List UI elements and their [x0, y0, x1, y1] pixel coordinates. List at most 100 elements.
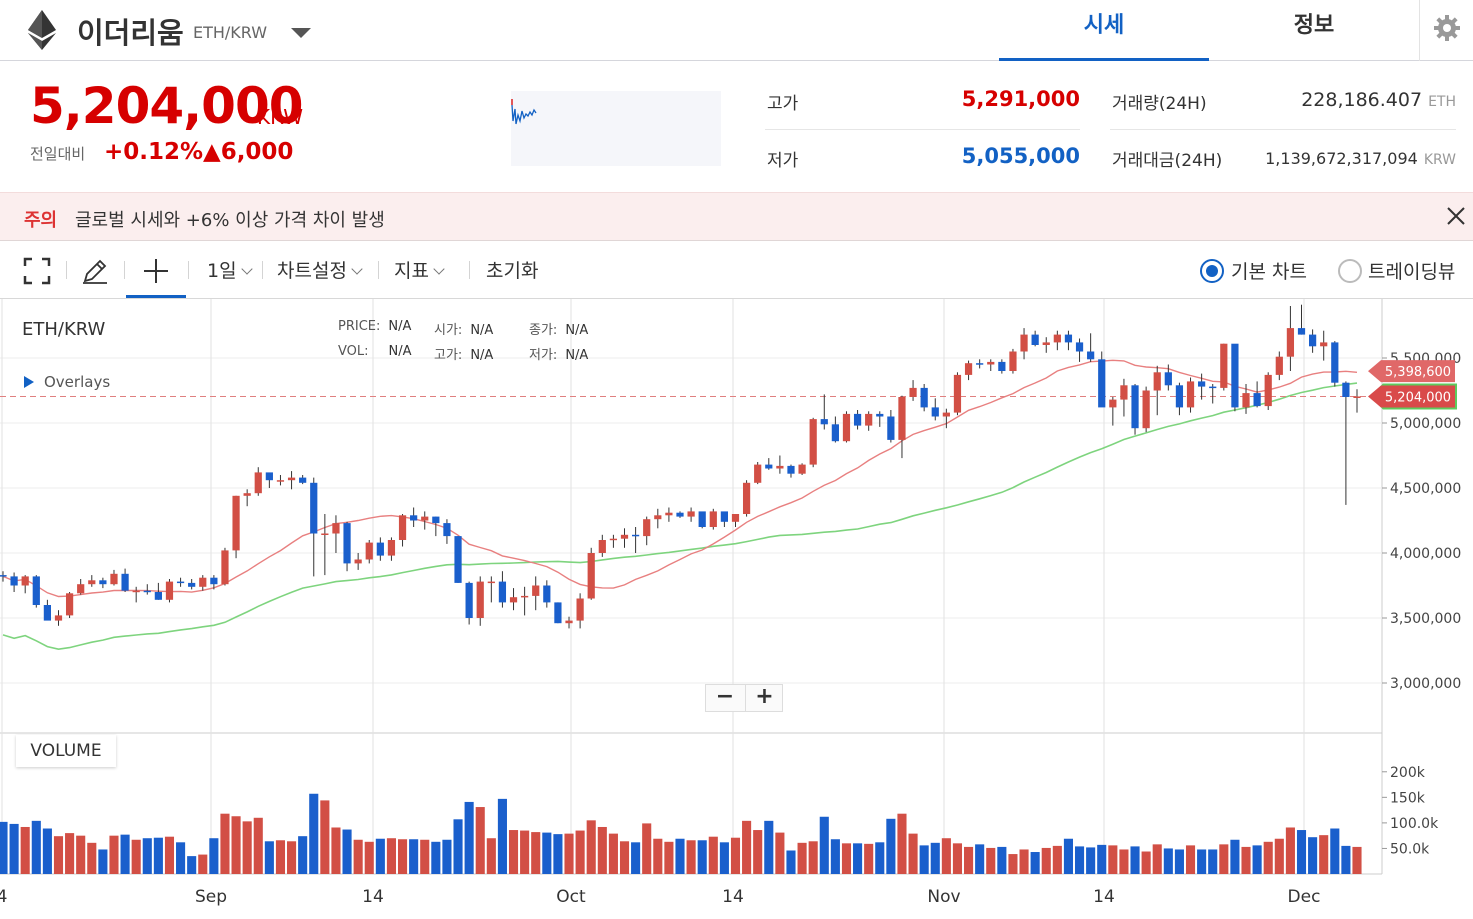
legend-high-label: 고가: — [434, 348, 463, 363]
fullscreen-icon[interactable] — [22, 256, 52, 286]
candle-body — [232, 495, 240, 551]
volume-bar — [564, 833, 574, 874]
coin-pair: ETH/KRW — [193, 23, 268, 42]
volume-bar — [586, 820, 596, 874]
volume-bar — [65, 833, 75, 874]
candle-body — [1064, 334, 1073, 343]
volume-bar — [1052, 845, 1062, 874]
candle-body — [1342, 382, 1350, 397]
candle-body — [543, 585, 551, 603]
legend-low-value: N/A — [565, 348, 589, 363]
candle-body — [665, 512, 673, 516]
volume-bar — [1041, 847, 1051, 874]
interval-label: 1일 — [207, 260, 237, 282]
candle-body — [676, 512, 684, 517]
volume-bar — [331, 827, 341, 874]
legend-price-label: PRICE: — [338, 319, 381, 334]
candle-body — [865, 413, 873, 426]
candle-body — [154, 592, 162, 600]
volume-bar — [87, 842, 97, 874]
candle-body — [842, 413, 851, 442]
overlays-toggle[interactable]: Overlays — [24, 373, 110, 391]
volume-bar — [364, 841, 374, 874]
tradingview-radio[interactable] — [1338, 259, 1362, 283]
volume-bar — [142, 838, 152, 874]
volume-bar — [187, 856, 197, 874]
volume-bar — [120, 834, 130, 874]
volume-bar — [1130, 846, 1140, 874]
candle-body — [0, 575, 7, 577]
short-moving-average-line — [2, 359, 1358, 598]
chart-settings-dropdown[interactable]: 차트설정 — [277, 256, 363, 283]
crosshair-icon[interactable] — [141, 256, 171, 286]
volume-24h-row: 거래량(24H) 228,186.407 ETH — [1110, 73, 1456, 130]
volume-bar — [908, 833, 918, 874]
volume-bar — [520, 830, 530, 874]
gear-icon — [1434, 15, 1460, 41]
tab-info[interactable]: 정보 — [1293, 13, 1335, 38]
candle-body — [1231, 343, 1239, 408]
long-moving-average-line — [2, 382, 1358, 651]
legend-vol-label: VOL: — [338, 344, 369, 359]
amount-24h-unit: KRW — [1423, 152, 1456, 168]
y-axis-label: 5,000,000 — [1390, 416, 1461, 432]
candlestick-chart[interactable]: 5,500,0005,000,0004,500,0004,000,0003,50… — [0, 299, 1473, 919]
candle-body — [210, 577, 218, 585]
settings-button[interactable] — [1419, 0, 1473, 61]
price-tag: 5,204,000 — [1368, 383, 1457, 410]
tradingview-label[interactable]: 트레이딩뷰 — [1368, 261, 1456, 283]
volume-bar — [1252, 845, 1262, 874]
volume-bar — [686, 840, 696, 874]
candle-body — [1109, 399, 1117, 408]
candle-body — [1031, 334, 1039, 345]
basic-chart-label[interactable]: 기본 차트 — [1231, 261, 1307, 283]
candle-body — [532, 585, 540, 596]
candle-body — [1242, 393, 1250, 408]
volume-bar — [797, 842, 807, 874]
candle-body — [598, 540, 606, 553]
mini-sparkline-chart — [511, 91, 721, 166]
volume-bar — [442, 839, 452, 874]
interval-dropdown[interactable]: 1일 — [207, 256, 253, 283]
volume-bar — [253, 817, 263, 874]
x-axis-label: 14 — [362, 887, 384, 907]
toolbar-divider — [188, 261, 189, 279]
price-chart-area[interactable]: 5,500,000 5,000,000 4,500,000 4,000,000 3,50… — [0, 299, 1473, 919]
high-price-value: 5,291,000 — [961, 87, 1080, 111]
candle-body — [398, 515, 407, 540]
reset-button[interactable]: 초기화 — [486, 260, 539, 282]
volume-bar — [1152, 844, 1162, 874]
sparkline — [511, 99, 537, 125]
notice-text: 글로벌 시세와 +6% 이상 가격 차이 발생 — [75, 210, 385, 231]
candle-body — [43, 605, 52, 621]
volume-bar — [264, 841, 274, 874]
pencil-icon[interactable] — [80, 256, 110, 286]
candle-body — [576, 598, 584, 621]
price-tag-body — [1368, 385, 1455, 408]
candle-body — [687, 511, 695, 517]
y-axis-label: 3,000,000 — [1390, 676, 1461, 692]
volume-bar — [9, 823, 19, 874]
high-price-row: 고가 5,291,000 — [765, 73, 1080, 130]
volume-bar — [386, 838, 396, 874]
zoom-in-button[interactable]: + — [745, 685, 783, 711]
coin-dropdown-chevron-down-icon[interactable] — [291, 28, 311, 38]
volume-bar — [608, 833, 618, 874]
zoom-out-button[interactable]: − — [715, 684, 735, 709]
close-icon[interactable] — [1445, 205, 1467, 227]
chevron-down-icon — [240, 263, 253, 275]
candle-body — [1331, 342, 1339, 383]
volume-bar — [742, 820, 752, 874]
candle-body — [1253, 393, 1261, 407]
x-axis-label: Sep — [195, 887, 227, 907]
price-tag-label: 5,204,000 — [1385, 390, 1451, 405]
volume-bar — [1063, 838, 1073, 874]
volume-bar — [242, 821, 252, 874]
candle-body — [1186, 381, 1195, 408]
price-unit: KRW — [257, 105, 303, 129]
tab-market[interactable]: 시세 — [999, 0, 1209, 61]
volume-bar — [619, 841, 630, 874]
basic-chart-radio[interactable] — [1200, 259, 1224, 283]
indicators-dropdown[interactable]: 지표 — [394, 256, 445, 283]
candle-body — [1286, 328, 1295, 357]
